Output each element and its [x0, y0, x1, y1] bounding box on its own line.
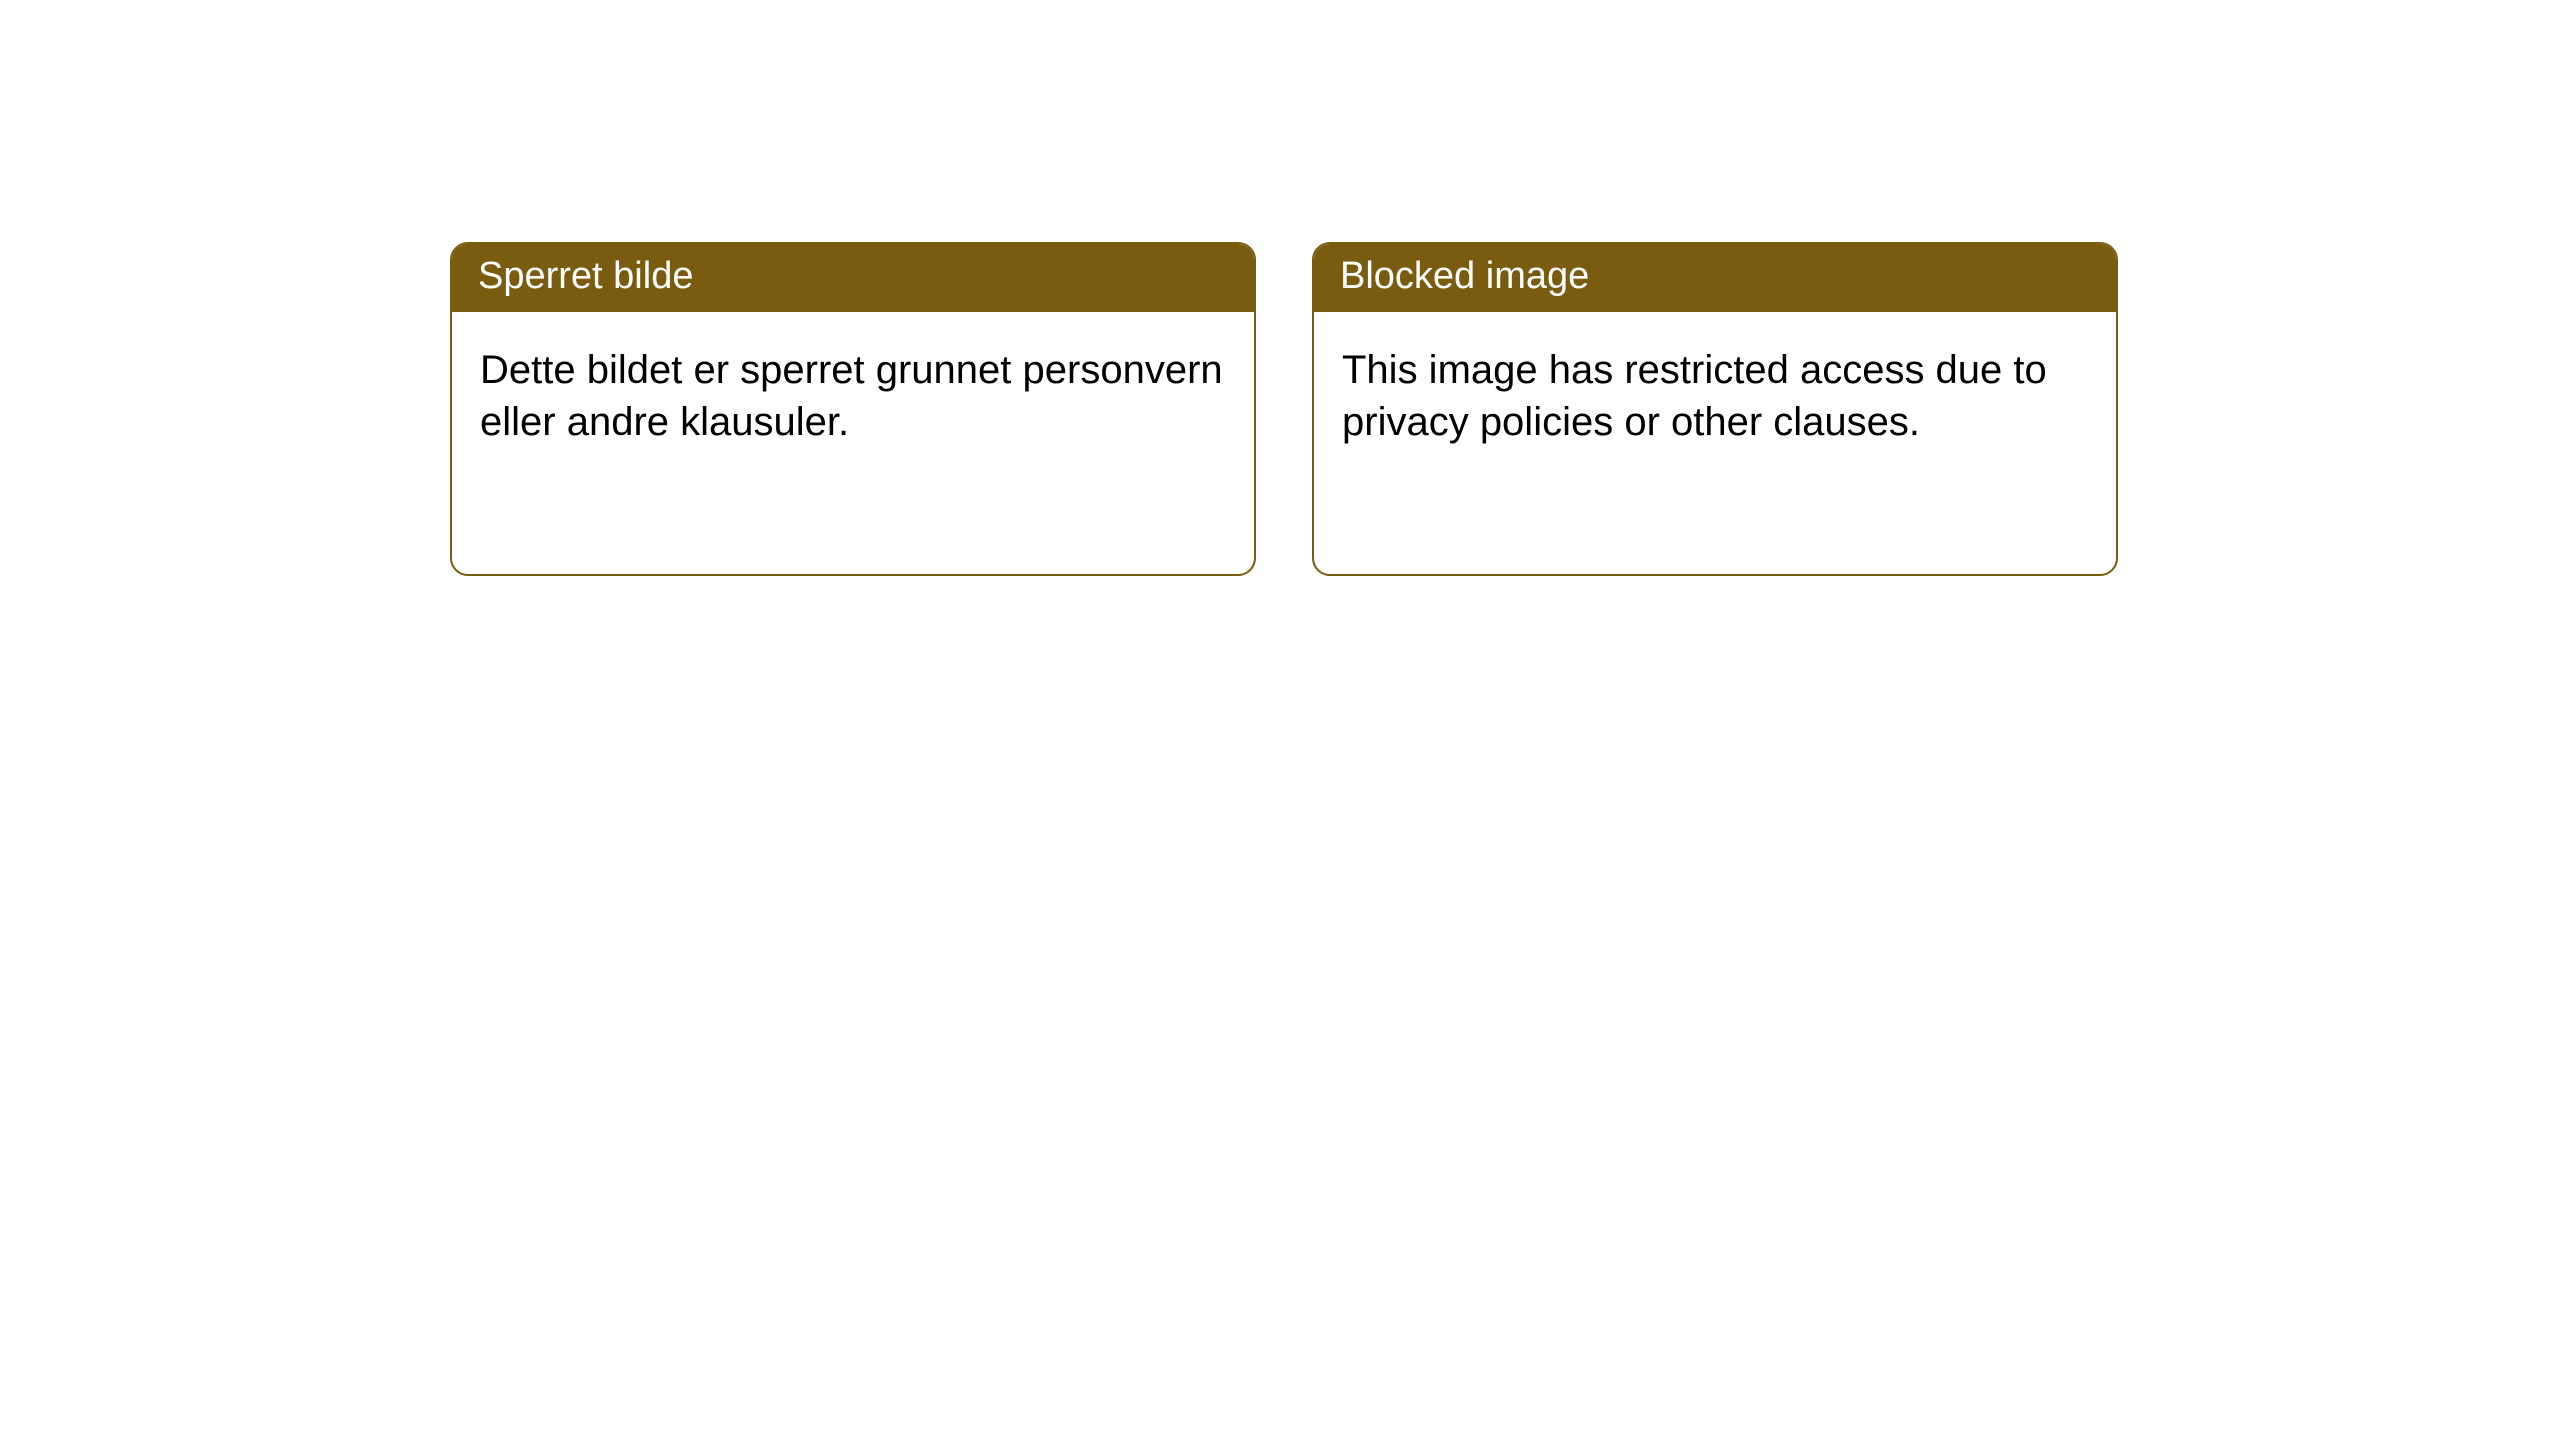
- card-body: This image has restricted access due to …: [1314, 312, 2116, 480]
- notice-card-english: Blocked image This image has restricted …: [1312, 242, 2118, 576]
- notice-card-norwegian: Sperret bilde Dette bildet er sperret gr…: [450, 242, 1256, 576]
- card-header: Sperret bilde: [452, 244, 1254, 312]
- card-header: Blocked image: [1314, 244, 2116, 312]
- card-body-text: Dette bildet er sperret grunnet personve…: [480, 348, 1223, 444]
- notice-container: Sperret bilde Dette bildet er sperret gr…: [0, 0, 2560, 576]
- card-title: Blocked image: [1340, 255, 1589, 297]
- card-body: Dette bildet er sperret grunnet personve…: [452, 312, 1254, 480]
- card-title: Sperret bilde: [478, 255, 693, 297]
- card-body-text: This image has restricted access due to …: [1342, 348, 2047, 444]
